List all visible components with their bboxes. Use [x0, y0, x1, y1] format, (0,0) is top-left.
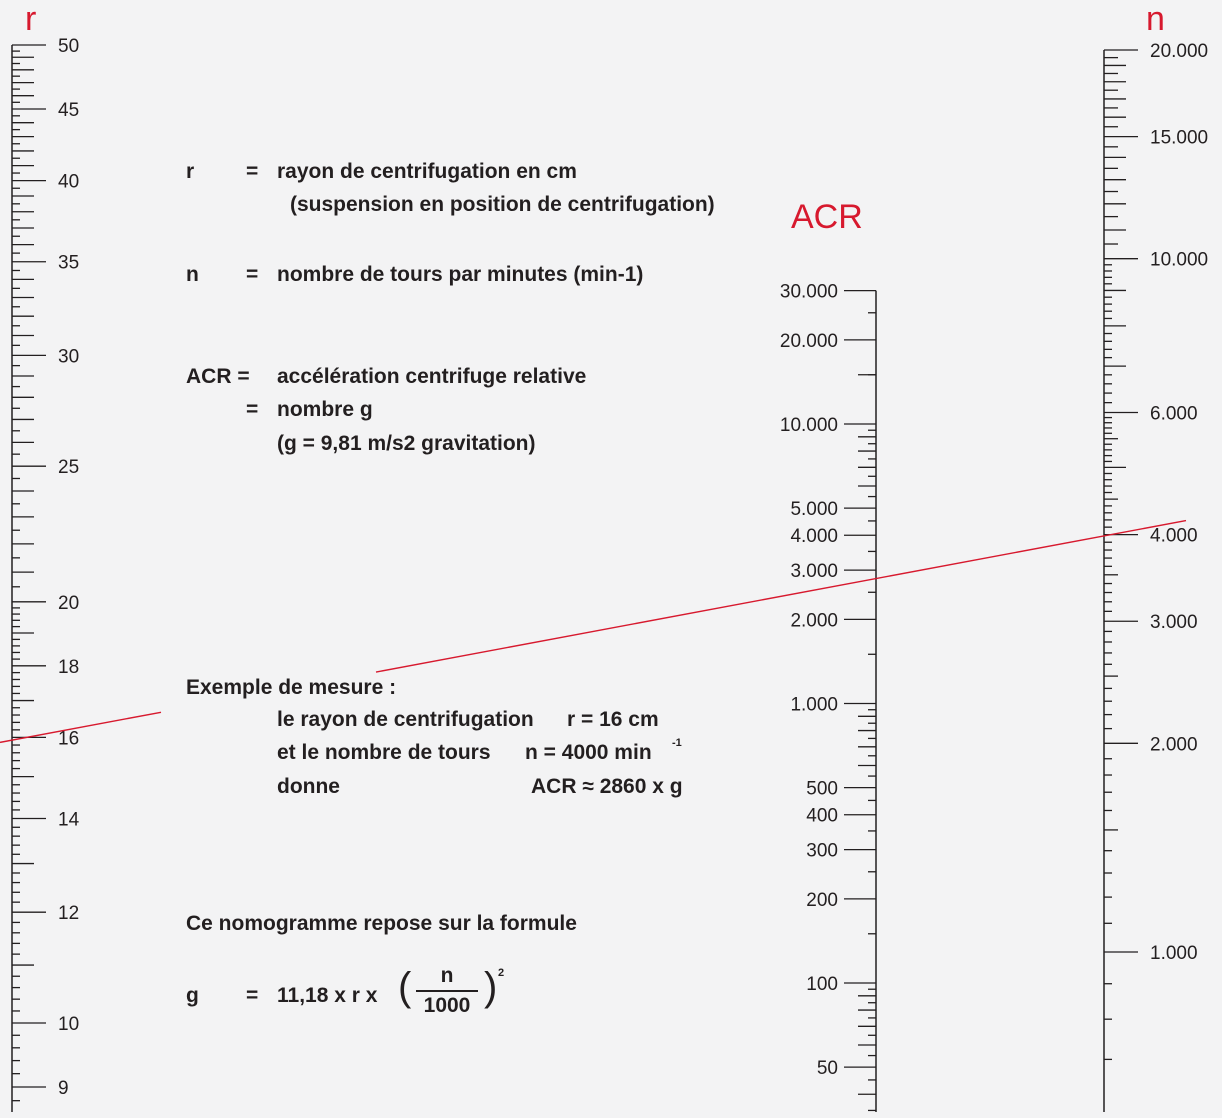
r-tick-label: 35	[58, 253, 79, 274]
n-tick-label: 4.000	[1150, 526, 1198, 547]
acr-tick-label: 200	[806, 890, 838, 911]
formula-lhs: g	[186, 984, 199, 1007]
example-line	[0, 519, 1187, 744]
legend-r-definition: rayon de centrifugation en cm	[277, 160, 577, 183]
acr-tick-label: 2.000	[790, 610, 838, 631]
legend-r-equals: =	[246, 160, 259, 183]
n-tick-label: 3.000	[1150, 612, 1198, 633]
acr-tick-label: 5.000	[790, 499, 838, 520]
example-line-segment	[375, 519, 1187, 673]
acr-tick-label: 3.000	[790, 561, 838, 582]
formula-exponent: 2	[498, 967, 505, 979]
acr-tick-label: 50	[817, 1058, 838, 1079]
n-tick-label: 10.000	[1150, 250, 1208, 271]
r-tick-label: 20	[58, 593, 79, 614]
example-line2-superscript: -1	[672, 737, 682, 749]
example-line-segment	[0, 711, 162, 744]
acr-tick-label: 10.000	[780, 415, 838, 436]
r-tick-label: 40	[58, 172, 79, 193]
r-tick-label: 14	[58, 810, 80, 831]
legend-r-symbol: r	[186, 160, 195, 183]
r-scale: 50 45 40 35 30 25 20 18 16 14 12 10 9	[11, 36, 80, 1112]
acr-tick-label: 400	[806, 806, 838, 827]
acr-tick-label: 30.000	[780, 282, 838, 303]
n-tick-label: 20.000	[1150, 41, 1208, 62]
formula-denominator: 1000	[423, 994, 471, 1017]
legend-r-note: (suspension en position de centrifugatio…	[290, 193, 715, 216]
r-tick-label: 18	[58, 657, 79, 678]
n-scale-letter: n	[1146, 0, 1165, 38]
r-tick-label: 12	[58, 903, 79, 924]
acr-tick-label: 500	[806, 779, 838, 800]
formula-numerator: n	[440, 964, 454, 987]
acr-tick-label: 4.000	[790, 526, 838, 547]
r-tick-label: 30	[58, 346, 79, 367]
acr-tick-label: 100	[806, 974, 838, 995]
example-title: Exemple de mesure :	[186, 676, 397, 699]
legend-g-note: (g = 9,81 m/s2 gravitation)	[277, 432, 536, 455]
legend-acr-symbol: ACR =	[186, 365, 250, 388]
example-line3-value: ACR ≈ 2860 x g	[531, 775, 683, 798]
acr-tick-label: 1.000	[790, 695, 838, 716]
example-line3-text: donne	[277, 775, 340, 798]
legend-n-definition: nombre de tours par minutes (min-1)	[277, 263, 644, 286]
legend-n-equals: =	[246, 263, 259, 286]
acr-scale-letter: ACR	[791, 198, 863, 236]
legend-n-symbol: n	[186, 263, 199, 286]
legend-g-equals: =	[246, 398, 259, 421]
example-line2-value: n = 4000 min	[525, 741, 652, 764]
r-tick-label: 16	[58, 728, 79, 749]
r-tick-label: 9	[58, 1078, 69, 1099]
legend-g-definition: nombre g	[277, 398, 373, 421]
r-tick-label: 10	[58, 1014, 79, 1035]
example-line1-text: le rayon de centrifugation	[277, 708, 534, 731]
n-scale: 20.000 15.000 10.000 6.000 4.000 3.000 2.000 1.…	[1103, 41, 1208, 1112]
acr-tick-label: 300	[806, 841, 838, 862]
n-tick-label: 1.000	[1150, 943, 1198, 964]
formula-rhs: 11,18 x r x	[277, 984, 378, 1007]
formula-intro: Ce nomogramme repose sur la formule	[186, 912, 577, 935]
acr-scale: 30.000 20.000 10.000 5.000 4.000 3.000 2.000 1.…	[780, 282, 877, 1112]
formula-fraction-bar	[416, 990, 478, 992]
n-tick-label: 2.000	[1150, 734, 1198, 755]
r-tick-label: 25	[58, 457, 79, 478]
n-tick-label: 6.000	[1150, 404, 1198, 425]
n-tick-label: 15.000	[1150, 128, 1208, 149]
formula-open-paren: (	[398, 965, 412, 1009]
formula-equals: =	[246, 984, 259, 1007]
r-tick-label: 50	[58, 36, 79, 57]
formula-close-paren: )	[484, 965, 498, 1009]
r-scale-letter: r	[25, 0, 37, 38]
example-line2-text: et le nombre de tours	[277, 741, 491, 764]
r-tick-label: 45	[58, 100, 79, 121]
acr-tick-label: 20.000	[780, 331, 838, 352]
legend-acr-definition: accélération centrifuge relative	[277, 365, 587, 388]
example-line1-value: r = 16 cm	[567, 708, 659, 731]
